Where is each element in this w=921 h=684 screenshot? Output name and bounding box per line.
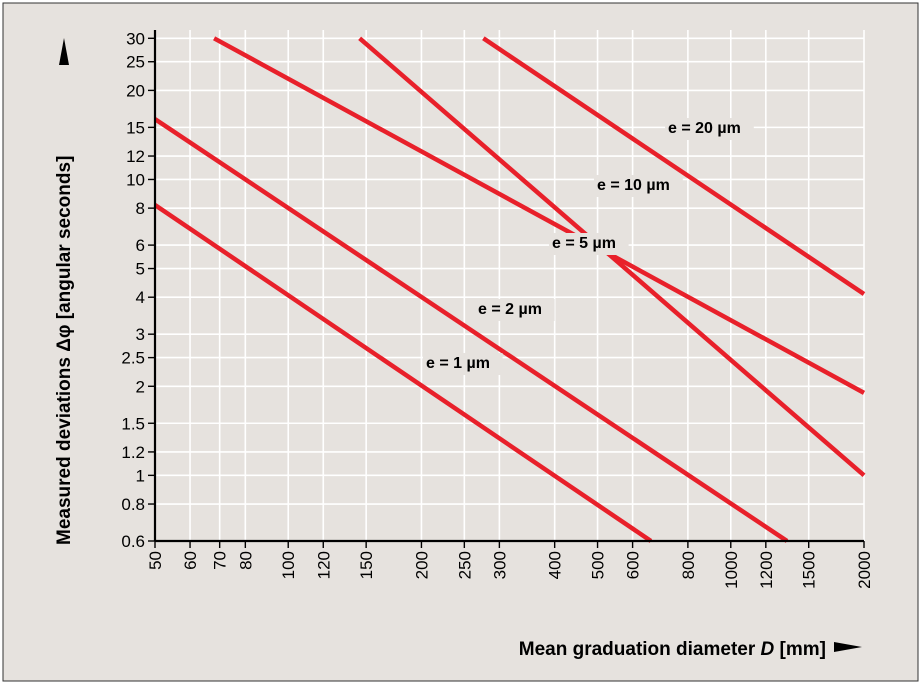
x-tick-label: 120 bbox=[314, 551, 333, 579]
x-axis-title: Mean graduation diameter D [mm] bbox=[519, 639, 826, 660]
x-axis-arrow-icon bbox=[834, 642, 862, 652]
y-tick-label: 10 bbox=[126, 170, 145, 189]
y-tick-label: 12 bbox=[126, 147, 145, 166]
series-label: e = 10 µm bbox=[597, 177, 670, 194]
axes bbox=[153, 30, 864, 543]
x-tick-label: 60 bbox=[181, 551, 200, 570]
grid-lines bbox=[155, 30, 865, 541]
y-tick-label: 20 bbox=[126, 81, 145, 100]
series-line bbox=[153, 117, 789, 543]
y-tick-label: 4 bbox=[136, 288, 145, 307]
y-tick-label: 5 bbox=[136, 260, 145, 279]
series-label-backdrop bbox=[549, 233, 629, 255]
y-tick-label: 25 bbox=[126, 53, 145, 72]
series-line bbox=[213, 36, 866, 395]
tick-marks: 50 60 70 80 100 120 150 200 250 300 400 500 600 800 10… bbox=[121, 29, 874, 589]
y-tick-label: 3 bbox=[136, 325, 145, 344]
y-tick-label: 8 bbox=[136, 199, 145, 218]
series-label: e = 5 µm bbox=[552, 235, 616, 252]
x-tick-label: 100 bbox=[279, 551, 298, 579]
series-label: e = 2 µm bbox=[478, 301, 542, 318]
y-tick-label: 1.2 bbox=[121, 443, 145, 462]
series-label-backdrop bbox=[475, 299, 555, 321]
x-tick-label: 80 bbox=[236, 551, 255, 570]
x-tick-label: 500 bbox=[589, 551, 608, 579]
x-tick-label: 800 bbox=[679, 551, 698, 579]
y-tick-label: 0.8 bbox=[121, 495, 145, 514]
x-tick-label: 150 bbox=[357, 551, 376, 579]
x-tick-label: 600 bbox=[624, 551, 643, 579]
x-tick-label: 1000 bbox=[722, 551, 741, 589]
series-labels: e = 1 µm e = 2 µm e = 5 µm e = 10 µm e = 20 … bbox=[423, 118, 754, 375]
series-label-backdrop bbox=[594, 175, 683, 197]
x-tick-label: 70 bbox=[211, 551, 230, 570]
series-line bbox=[482, 36, 866, 296]
y-axis-arrow-icon bbox=[59, 38, 69, 65]
series-label-backdrop bbox=[423, 353, 503, 375]
x-tick-label: 50 bbox=[146, 551, 165, 570]
y-tick-label: 1.5 bbox=[121, 414, 145, 433]
y-tick-label: 2.5 bbox=[121, 349, 145, 368]
x-tick-label: 1200 bbox=[757, 551, 776, 589]
y-tick-label: 15 bbox=[126, 118, 145, 137]
series-label-backdrop bbox=[665, 118, 754, 140]
y-tick-label: 0.6 bbox=[121, 532, 145, 551]
y-tick-label: 1 bbox=[136, 466, 145, 485]
x-tick-label: 300 bbox=[490, 551, 509, 579]
x-tick-label: 400 bbox=[546, 551, 565, 579]
series-label: e = 1 µm bbox=[426, 355, 490, 372]
y-axis-title: Measured deviations Δφ [angular seconds] bbox=[54, 156, 75, 545]
x-tick-label: 200 bbox=[412, 551, 431, 579]
x-tick-label: 2000 bbox=[855, 551, 874, 589]
series-line bbox=[153, 203, 653, 543]
y-tick-label: 2 bbox=[136, 377, 145, 396]
y-tick-label: 6 bbox=[136, 236, 145, 255]
series-lines bbox=[153, 36, 866, 543]
x-tick-label: 250 bbox=[455, 551, 474, 579]
series-label: e = 20 µm bbox=[668, 120, 741, 137]
y-tick-label: 30 bbox=[126, 29, 145, 48]
x-tick-label: 1500 bbox=[800, 551, 819, 589]
